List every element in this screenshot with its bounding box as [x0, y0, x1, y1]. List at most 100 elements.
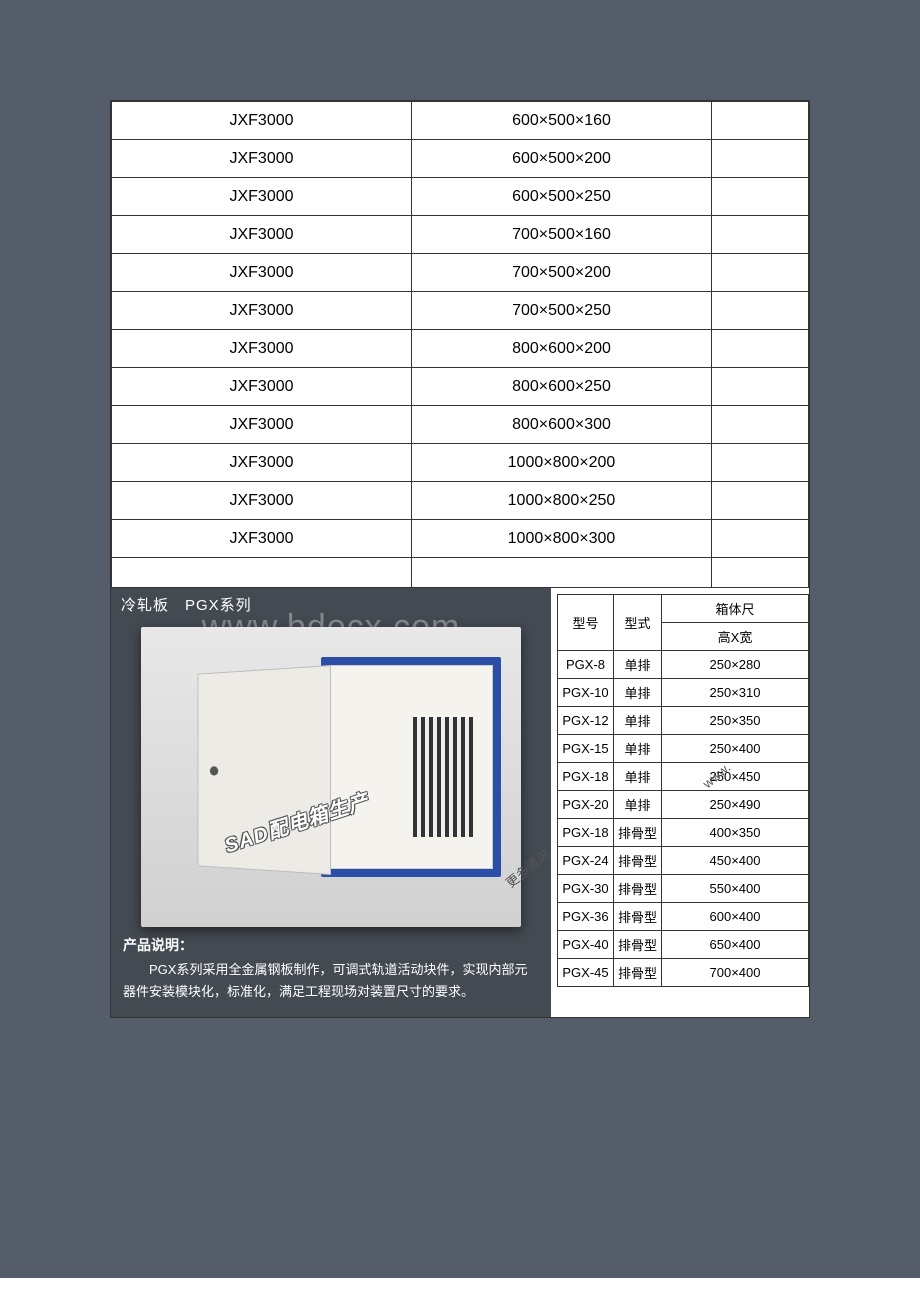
- table-row: PGX-20单排250×490: [558, 791, 809, 819]
- pgx-size-cell: 650×400: [662, 931, 809, 959]
- table-row: JXF3000700×500×200: [112, 254, 809, 292]
- product-panel: 冷轧板 PGX系列 www.bdocx.com SAD配电箱生产 产品说明： P…: [111, 588, 551, 1017]
- jxf-model-cell: JXF3000: [112, 330, 412, 368]
- pgx-size-cell: 700×400: [662, 959, 809, 987]
- table-row: JXF3000800×600×300: [112, 406, 809, 444]
- pgx-size-cell: 250×400: [662, 735, 809, 763]
- pgx-model-cell: PGX-20: [558, 791, 614, 819]
- pgx-type-cell: 排骨型: [614, 819, 662, 847]
- pgx-model-cell: PGX-40: [558, 931, 614, 959]
- table-row: JXF30001000×800×200: [112, 444, 809, 482]
- jxf-model-cell: JXF3000: [112, 216, 412, 254]
- table-row-empty: [112, 558, 809, 588]
- pgx-type-cell: 单排: [614, 707, 662, 735]
- pgx-type-cell: 排骨型: [614, 875, 662, 903]
- pgx-size-cell: 550×400: [662, 875, 809, 903]
- pgx-size-cell: 250×450: [662, 763, 809, 791]
- jxf-size-cell: 1000×800×250: [412, 482, 712, 520]
- pgx-model-cell: PGX-12: [558, 707, 614, 735]
- pgx-type-cell: 排骨型: [614, 931, 662, 959]
- table-row: JXF3000600×500×160: [112, 102, 809, 140]
- jxf-empty-cell: [712, 406, 809, 444]
- table-row: JXF3000600×500×200: [112, 140, 809, 178]
- table-row: PGX-40排骨型650×400: [558, 931, 809, 959]
- table-row: PGX-36排骨型600×400: [558, 903, 809, 931]
- jxf-model-cell: JXF3000: [112, 140, 412, 178]
- table-row: JXF30001000×800×300: [112, 520, 809, 558]
- lower-section: 冷轧板 PGX系列 www.bdocx.com SAD配电箱生产 产品说明： P…: [111, 588, 809, 1017]
- jxf-size-cell: 1000×800×200: [412, 444, 712, 482]
- jxf-empty-cell: [712, 102, 809, 140]
- content-wrap: JXF3000600×500×160JXF3000600×500×200JXF3…: [110, 100, 810, 1018]
- jxf-empty-cell: [712, 368, 809, 406]
- table-row: JXF3000700×500×250: [112, 292, 809, 330]
- pgx-type-cell: 排骨型: [614, 847, 662, 875]
- pgx-model-cell: PGX-36: [558, 903, 614, 931]
- pgx-model-cell: PGX-8: [558, 651, 614, 679]
- pgx-spec-table: 型号 型式 箱体尺 高X宽 PGX-8单排250×280PGX-10单排250×…: [557, 594, 809, 987]
- pgx-type-cell: 排骨型: [614, 903, 662, 931]
- pgx-type-cell: 排骨型: [614, 959, 662, 987]
- jxf-model-cell: JXF3000: [112, 520, 412, 558]
- table-row: PGX-8单排250×280: [558, 651, 809, 679]
- jxf-model-cell: JXF3000: [112, 444, 412, 482]
- pgx-header-type: 型式: [614, 595, 662, 651]
- jxf-size-cell: 800×600×250: [412, 368, 712, 406]
- pgx-size-cell: 450×400: [662, 847, 809, 875]
- jxf-empty-cell: [712, 482, 809, 520]
- pgx-model-cell: PGX-10: [558, 679, 614, 707]
- table-row: PGX-45排骨型700×400: [558, 959, 809, 987]
- jxf-model-cell: JXF3000: [112, 102, 412, 140]
- table-row: PGX-10单排250×310: [558, 679, 809, 707]
- table-row: PGX-18单排250×450: [558, 763, 809, 791]
- pgx-type-cell: 单排: [614, 791, 662, 819]
- pgx-size-cell: 600×400: [662, 903, 809, 931]
- table-row: JXF30001000×800×250: [112, 482, 809, 520]
- table-row: PGX-30排骨型550×400: [558, 875, 809, 903]
- table-row: JXF3000600×500×250: [112, 178, 809, 216]
- pgx-type-cell: 单排: [614, 679, 662, 707]
- jxf-size-cell: 800×600×300: [412, 406, 712, 444]
- breaker-strip: [413, 717, 473, 837]
- jxf-empty-cell: [712, 216, 809, 254]
- jxf-empty-cell: [712, 292, 809, 330]
- pgx-model-cell: PGX-18: [558, 763, 614, 791]
- jxf-empty-cell: [712, 444, 809, 482]
- description-title: 产品说明：: [123, 935, 539, 955]
- jxf-model-cell: JXF3000: [112, 292, 412, 330]
- pgx-header-model: 型号: [558, 595, 614, 651]
- pgx-model-cell: PGX-24: [558, 847, 614, 875]
- pgx-type-cell: 单排: [614, 763, 662, 791]
- pgx-size-cell: 400×350: [662, 819, 809, 847]
- jxf-model-cell: JXF3000: [112, 178, 412, 216]
- pgx-header-size-bottom: 高X宽: [662, 623, 809, 651]
- jxf-model-cell: JXF3000: [112, 406, 412, 444]
- door-handle: [210, 766, 218, 775]
- pgx-model-cell: PGX-30: [558, 875, 614, 903]
- pgx-size-cell: 250×350: [662, 707, 809, 735]
- pgx-type-cell: 单排: [614, 651, 662, 679]
- jxf-empty-cell: [712, 178, 809, 216]
- pgx-model-cell: PGX-15: [558, 735, 614, 763]
- jxf-model-cell: JXF3000: [112, 482, 412, 520]
- jxf-model-cell: JXF3000: [112, 368, 412, 406]
- table-row: PGX-15单排250×400: [558, 735, 809, 763]
- jxf-size-cell: 1000×800×300: [412, 520, 712, 558]
- pgx-model-cell: PGX-45: [558, 959, 614, 987]
- pgx-type-cell: 单排: [614, 735, 662, 763]
- jxf-empty-cell: [712, 520, 809, 558]
- jxf-empty-cell: [712, 558, 809, 588]
- jxf-empty-cell: [712, 140, 809, 178]
- product-photo: SAD配电箱生产: [141, 627, 521, 927]
- jxf-empty-cell: [712, 254, 809, 292]
- jxf-size-cell: 600×500×200: [412, 140, 712, 178]
- product-description: 产品说明： PGX系列采用全金属钢板制作，可调式轨道活动块件，实现内部元器件安装…: [111, 927, 551, 1017]
- jxf-empty-cell: [712, 330, 809, 368]
- jxf-size-cell: 700×500×200: [412, 254, 712, 292]
- pgx-size-cell: 250×490: [662, 791, 809, 819]
- pgx-table-panel: 型号 型式 箱体尺 高X宽 PGX-8单排250×280PGX-10单排250×…: [551, 588, 809, 1017]
- jxf-size-cell: 700×500×160: [412, 216, 712, 254]
- jxf-spec-table: JXF3000600×500×160JXF3000600×500×200JXF3…: [111, 101, 809, 588]
- jxf-size-cell: 800×600×200: [412, 330, 712, 368]
- jxf-model-cell: JXF3000: [112, 254, 412, 292]
